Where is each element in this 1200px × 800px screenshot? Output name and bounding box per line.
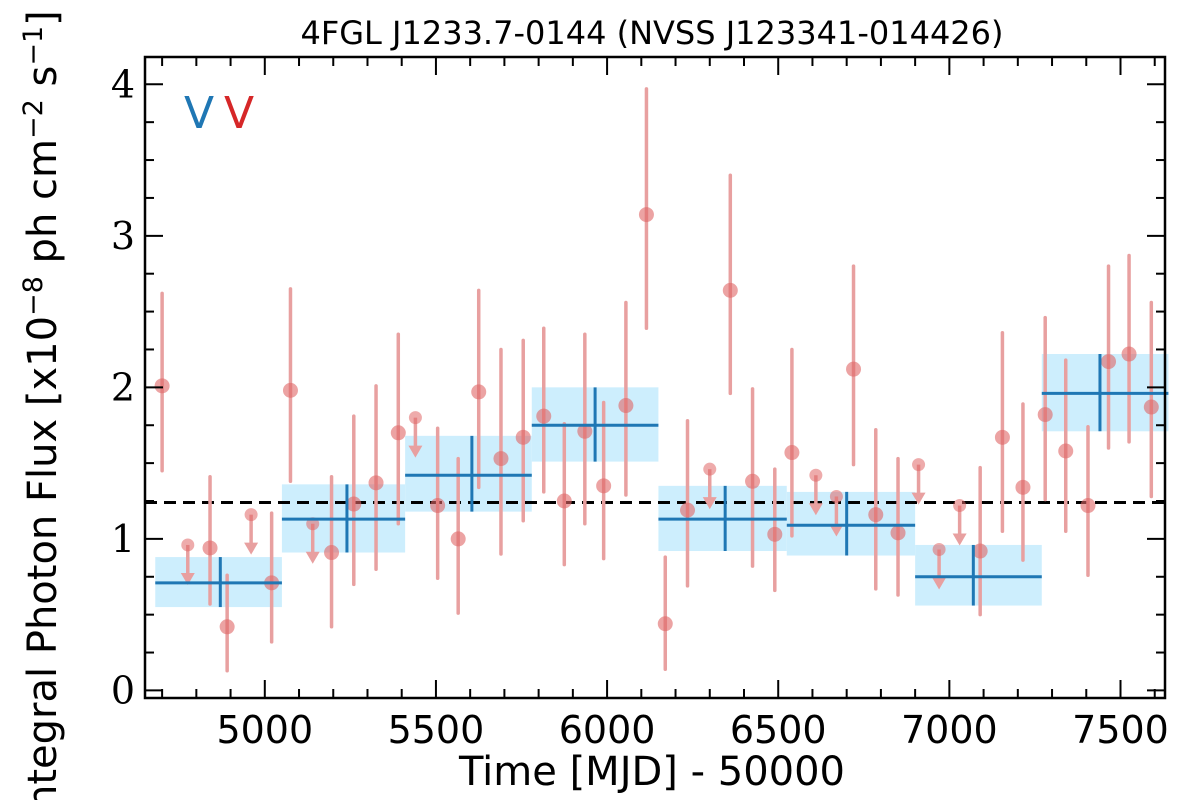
legend-marker-text: V (224, 88, 254, 139)
detection-point (536, 408, 552, 424)
upper-limit-point (244, 508, 258, 522)
detection-point (282, 382, 298, 398)
detection-point (846, 361, 862, 377)
upper-limit-arrow-head (305, 551, 320, 564)
upper-limit-arrow-head (952, 533, 967, 546)
upper-limit-arrow-head (911, 492, 926, 505)
detection-point (1058, 443, 1074, 459)
y-tick-label: 2 (111, 365, 135, 409)
upper-limit-point (829, 489, 843, 503)
detection-point (1015, 479, 1031, 495)
x-tick-label: 6500 (730, 708, 827, 752)
detection-point (1121, 346, 1137, 362)
detection-point (1101, 354, 1117, 370)
upper-limit-point (703, 462, 717, 476)
detection-point (515, 429, 531, 445)
detection-point (890, 525, 906, 541)
detection-point (657, 616, 673, 632)
upper-limit-point (932, 542, 946, 556)
upper-limit-point (408, 411, 422, 425)
detection-point (618, 398, 634, 414)
detection-point (1037, 407, 1053, 423)
detection-point (390, 425, 406, 441)
upper-limit-point (181, 538, 195, 552)
detection-point (680, 502, 696, 518)
detection-point (722, 282, 738, 298)
detection-point (202, 540, 218, 556)
upper-limit-point (953, 499, 967, 513)
x-tick-label: 6000 (559, 708, 656, 752)
y-tick-label: 0 (111, 668, 135, 712)
detection-point (154, 378, 170, 394)
detection-point (994, 429, 1010, 445)
legend-marker-text: V (184, 88, 214, 139)
upper-limit-arrow-head (932, 577, 947, 590)
upper-limit-arrow-head (808, 503, 823, 516)
detection-point (767, 526, 783, 542)
upper-limit-arrow-head (829, 524, 844, 537)
upper-limit-arrow-head (244, 542, 259, 555)
y-axis-label: Integral Photon Flux [x10−8 ph cm−2 s−1] (18, 10, 66, 800)
plot-area: 0 1 2 3 4 5000 5500 6000 6500 7000 7500 V V (111, 55, 1169, 752)
y-tick-label: 4 (111, 62, 135, 106)
upper-limit-point (912, 458, 926, 472)
plot-frame (143, 55, 1167, 700)
detection-point (1143, 399, 1159, 415)
detection-point (368, 475, 384, 491)
y-tick-label: 3 (111, 214, 135, 258)
upper-limit-arrow-head (702, 497, 717, 510)
detection-point (596, 478, 612, 494)
y-tick-label: 1 (111, 517, 135, 561)
detection-point (784, 445, 800, 461)
upper-limit-point (809, 468, 823, 482)
x-tick-label: 7000 (901, 708, 998, 752)
detection-point (556, 493, 572, 509)
chart-title: 4FGL J1233.7-0144 (NVSS J123341-014426) (300, 14, 1003, 52)
detection-point (972, 543, 988, 559)
detection-point (346, 496, 362, 512)
detection-point (471, 384, 487, 400)
detection-point (577, 423, 593, 439)
detection-point (430, 498, 446, 514)
upper-limit-arrow-head (180, 572, 195, 585)
x-tick-label: 5500 (388, 708, 485, 752)
detection-point (638, 207, 654, 223)
bayesian-block-band (405, 435, 532, 512)
detection-point (450, 531, 466, 547)
x-axis-label: Time [MJD] - 50000 (458, 749, 845, 795)
detection-point (324, 545, 340, 561)
detection-point (493, 451, 509, 467)
x-tick-label: 7500 (1072, 708, 1169, 752)
detection-point (219, 619, 235, 635)
detection-point (745, 473, 761, 489)
upper-limit-arrow-head (408, 445, 423, 458)
detection-point (868, 507, 884, 523)
detection-point (1080, 498, 1096, 514)
x-tick-label: 5000 (216, 708, 313, 752)
